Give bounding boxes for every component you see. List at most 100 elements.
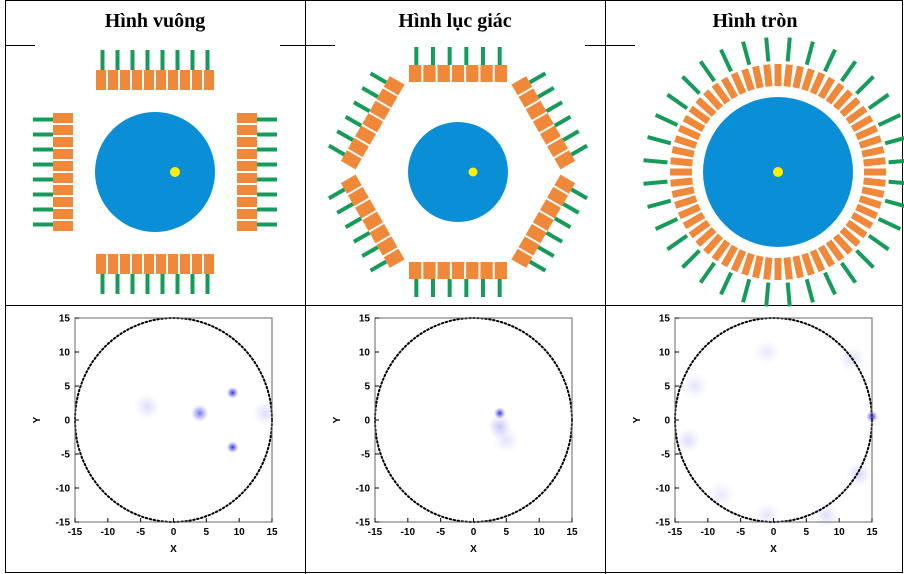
pin <box>766 38 768 62</box>
pad-cell <box>53 185 73 195</box>
pad-cell <box>237 173 257 183</box>
pad-cell <box>409 262 421 279</box>
pad-cell <box>861 186 884 197</box>
pad-cell <box>120 254 130 274</box>
pin <box>371 73 387 82</box>
pin <box>701 61 715 81</box>
y-tick-label: 5 <box>664 382 670 393</box>
pad-cell <box>480 262 492 279</box>
pad-cell <box>775 64 782 86</box>
x-tick-label: -10 <box>701 527 716 538</box>
pin <box>546 102 562 111</box>
pin <box>721 50 731 72</box>
pin <box>856 250 873 267</box>
pin <box>683 250 700 267</box>
pad-cell <box>670 178 693 187</box>
intensity-spot <box>227 387 239 399</box>
pad-cell <box>53 137 73 147</box>
pin <box>644 160 668 162</box>
pin <box>842 61 856 81</box>
pin <box>656 115 678 125</box>
pad-cell <box>96 70 106 90</box>
x-tick-label: 10 <box>834 527 846 538</box>
pad-cell <box>96 254 106 274</box>
x-tick-label: -5 <box>436 527 445 538</box>
pad-cell <box>108 254 118 274</box>
intensity-spot <box>227 441 239 453</box>
pad-cell <box>168 70 178 90</box>
pad-cell <box>144 70 154 90</box>
intensity-spot <box>493 427 521 455</box>
boundary-circle <box>75 318 272 522</box>
boundary-circle <box>375 318 572 522</box>
intensity-spot <box>753 338 781 366</box>
pin <box>346 117 362 126</box>
pad-cell <box>752 255 763 278</box>
x-tick-label: -5 <box>136 527 145 538</box>
y-tick-label: -5 <box>661 450 670 461</box>
pad-cell <box>192 254 202 274</box>
y-axis-label: Y <box>332 416 343 423</box>
plot-frame <box>75 318 272 522</box>
pin <box>571 189 587 198</box>
pad-cell <box>237 149 257 159</box>
y-tick-label: 15 <box>59 314 71 325</box>
pad-cell <box>864 169 886 176</box>
pad-cell <box>144 254 154 274</box>
pin <box>571 146 587 155</box>
pad-cell <box>156 254 166 274</box>
pin <box>337 204 353 213</box>
pad-cell <box>53 149 73 159</box>
intensity-spot <box>707 481 735 509</box>
pad-cell <box>180 254 190 274</box>
pin <box>354 233 370 242</box>
pad-cell <box>763 64 772 87</box>
x-tick-label: 15 <box>266 527 278 538</box>
pin <box>889 160 904 162</box>
intensity-spot <box>191 404 209 422</box>
pad-cell <box>53 161 73 171</box>
pin <box>648 201 671 207</box>
pin <box>538 247 554 256</box>
x-tick-label: 0 <box>171 527 177 538</box>
pad-cell <box>775 258 782 280</box>
y-tick-label: -10 <box>56 484 71 495</box>
y-tick-label: -10 <box>356 484 371 495</box>
pin <box>856 77 873 94</box>
pin <box>869 236 889 250</box>
pin <box>667 236 687 250</box>
pin <box>885 201 904 207</box>
y-tick-label: -15 <box>356 518 371 529</box>
pad-cell <box>237 221 257 231</box>
column-header: Hình vuông <box>105 10 206 32</box>
y-tick-label: 0 <box>664 416 670 427</box>
x-tick-label: 5 <box>504 527 510 538</box>
pad-cell <box>204 254 214 274</box>
x-tick-label: -5 <box>736 527 745 538</box>
y-tick-label: 0 <box>364 416 370 427</box>
pad-cell <box>672 146 695 157</box>
y-tick-label: 10 <box>359 348 371 359</box>
intensity-spot <box>134 393 161 420</box>
y-tick-label: 10 <box>659 348 671 359</box>
pad-cell <box>438 65 450 82</box>
x-tick-label: -15 <box>68 527 83 538</box>
pad-cell <box>180 70 190 90</box>
y-tick-label: 5 <box>64 382 70 393</box>
pin <box>346 218 362 227</box>
wafer <box>95 112 215 232</box>
table: Hình vuông Hình lục giác Hình tròn -15-1… <box>0 0 904 574</box>
y-tick-label: 15 <box>659 314 671 325</box>
pad-cell <box>237 161 257 171</box>
pin <box>701 263 715 283</box>
source <box>469 168 478 177</box>
x-tick-label: -10 <box>101 527 116 538</box>
pad-cell <box>237 185 257 195</box>
pad-cell <box>156 70 166 90</box>
pin <box>683 77 700 94</box>
pad-cell <box>452 262 464 279</box>
column-header: Hình lục giác <box>398 10 511 32</box>
pad-cell <box>672 186 695 197</box>
pad-cell <box>53 173 73 183</box>
pin <box>743 42 749 65</box>
